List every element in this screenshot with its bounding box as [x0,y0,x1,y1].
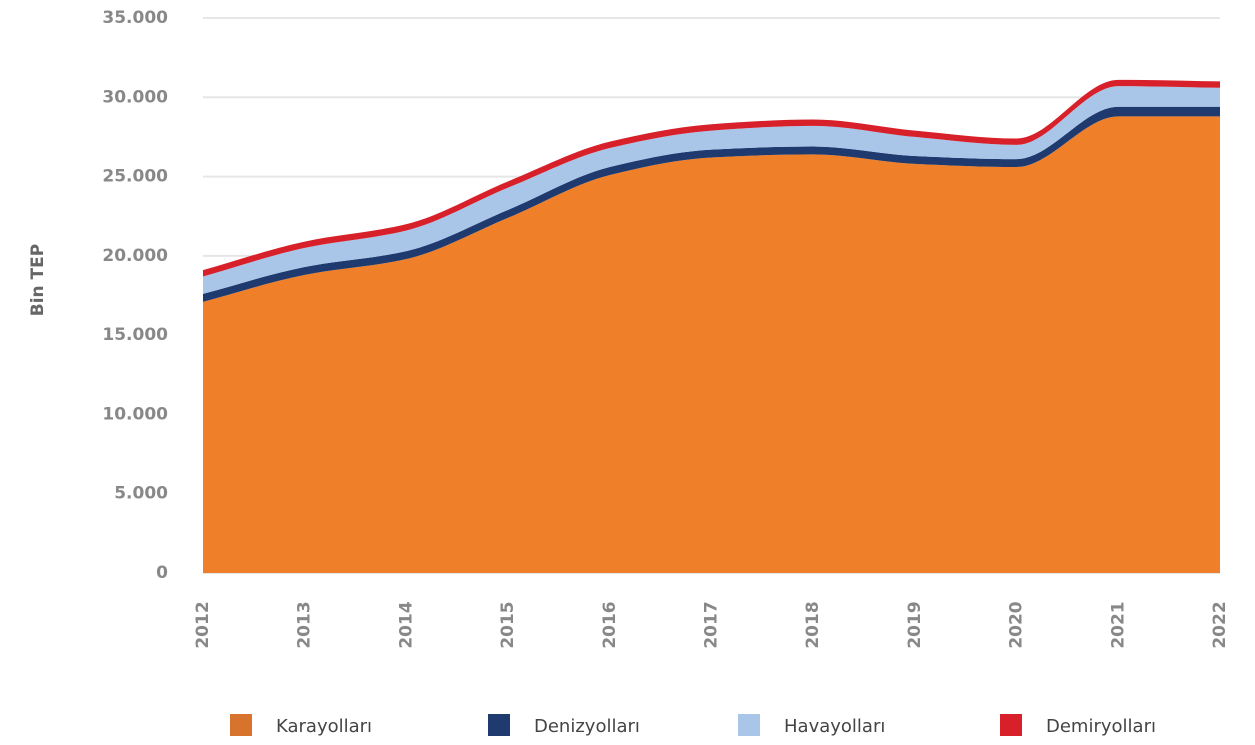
legend-label: Denizyolları [534,716,640,737]
y-tick-label: 20.000 [102,246,168,266]
x-tick-label: 2017 [702,601,722,648]
legend-swatch [1000,714,1022,736]
x-tick-label: 2015 [498,601,518,648]
x-tick-label: 2019 [905,601,925,648]
y-axis-label: Bin TEP [28,244,48,316]
area [203,116,1220,574]
legend-label: Havayolları [784,716,885,737]
x-tick-label: 2021 [1108,601,1128,648]
legend-swatch [230,714,252,736]
y-tick-label: 0 [156,563,168,583]
y-tick-label: 25.000 [102,167,168,187]
y-tick-label: 35.000 [102,8,168,28]
y-tick-label: 5.000 [114,484,168,504]
y-tick-label: 30.000 [102,87,168,107]
y-tick-label: 10.000 [102,404,168,424]
x-tick-label: 2012 [193,601,213,648]
x-tick-label: 2020 [1007,601,1027,648]
x-tick-label: 2016 [600,601,620,648]
legend-label: Karayolları [276,716,372,737]
x-tick-label: 2013 [295,601,315,648]
x-tick-label: 2014 [396,601,416,648]
x-tick-label: 2022 [1210,601,1230,648]
legend-swatch [488,714,510,736]
y-tick-label: 15.000 [102,325,168,345]
x-tick-label: 2018 [803,601,823,648]
legend-label: Demiryolları [1046,716,1156,737]
legend-swatch [738,714,760,736]
